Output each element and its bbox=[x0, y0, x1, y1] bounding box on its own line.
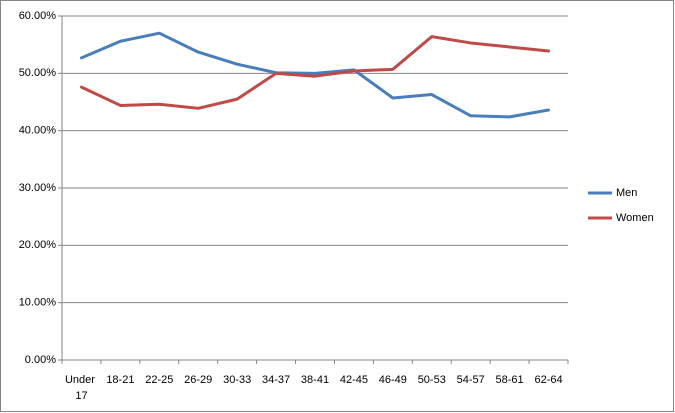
y-tick-label: 60.00% bbox=[19, 10, 57, 22]
x-tick-label: 50-53 bbox=[418, 374, 446, 386]
series-line bbox=[79, 31, 551, 119]
legend-label: Men bbox=[616, 187, 637, 199]
x-tick-label: 46-49 bbox=[379, 374, 407, 386]
y-tick-label: 0.00% bbox=[25, 354, 56, 366]
x-tick-label: 62-64 bbox=[534, 374, 562, 386]
x-tick-label-line: Under bbox=[65, 374, 98, 386]
series-line bbox=[79, 35, 551, 110]
y-tick-label: 30.00% bbox=[19, 182, 57, 194]
x-tick-label: 42-45 bbox=[340, 374, 368, 386]
y-tick-label: 10.00% bbox=[19, 297, 57, 309]
x-tick-label: 58-61 bbox=[496, 374, 524, 386]
x-tick-label: 30-33 bbox=[223, 374, 251, 386]
x-tick-label: 22-25 bbox=[145, 374, 173, 386]
x-tick-label: 54-57 bbox=[457, 374, 485, 386]
legend-label: Women bbox=[616, 212, 654, 224]
x-tick-label: 34-37 bbox=[262, 374, 290, 386]
y-tick-label: 50.00% bbox=[19, 67, 57, 79]
x-tick-label: Under 17 bbox=[65, 374, 98, 402]
y-tick-label: 20.00% bbox=[19, 239, 57, 251]
y-tick-label: 40.00% bbox=[19, 125, 57, 137]
x-tick-label: 18-21 bbox=[106, 374, 134, 386]
x-tick-label: 26-29 bbox=[184, 374, 212, 386]
x-tick-label: 38-41 bbox=[301, 374, 329, 386]
x-tick-label-line: 17 bbox=[75, 390, 87, 402]
